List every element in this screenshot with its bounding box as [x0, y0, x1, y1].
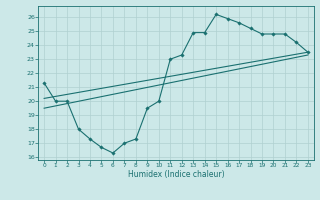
X-axis label: Humidex (Indice chaleur): Humidex (Indice chaleur) — [128, 170, 224, 179]
